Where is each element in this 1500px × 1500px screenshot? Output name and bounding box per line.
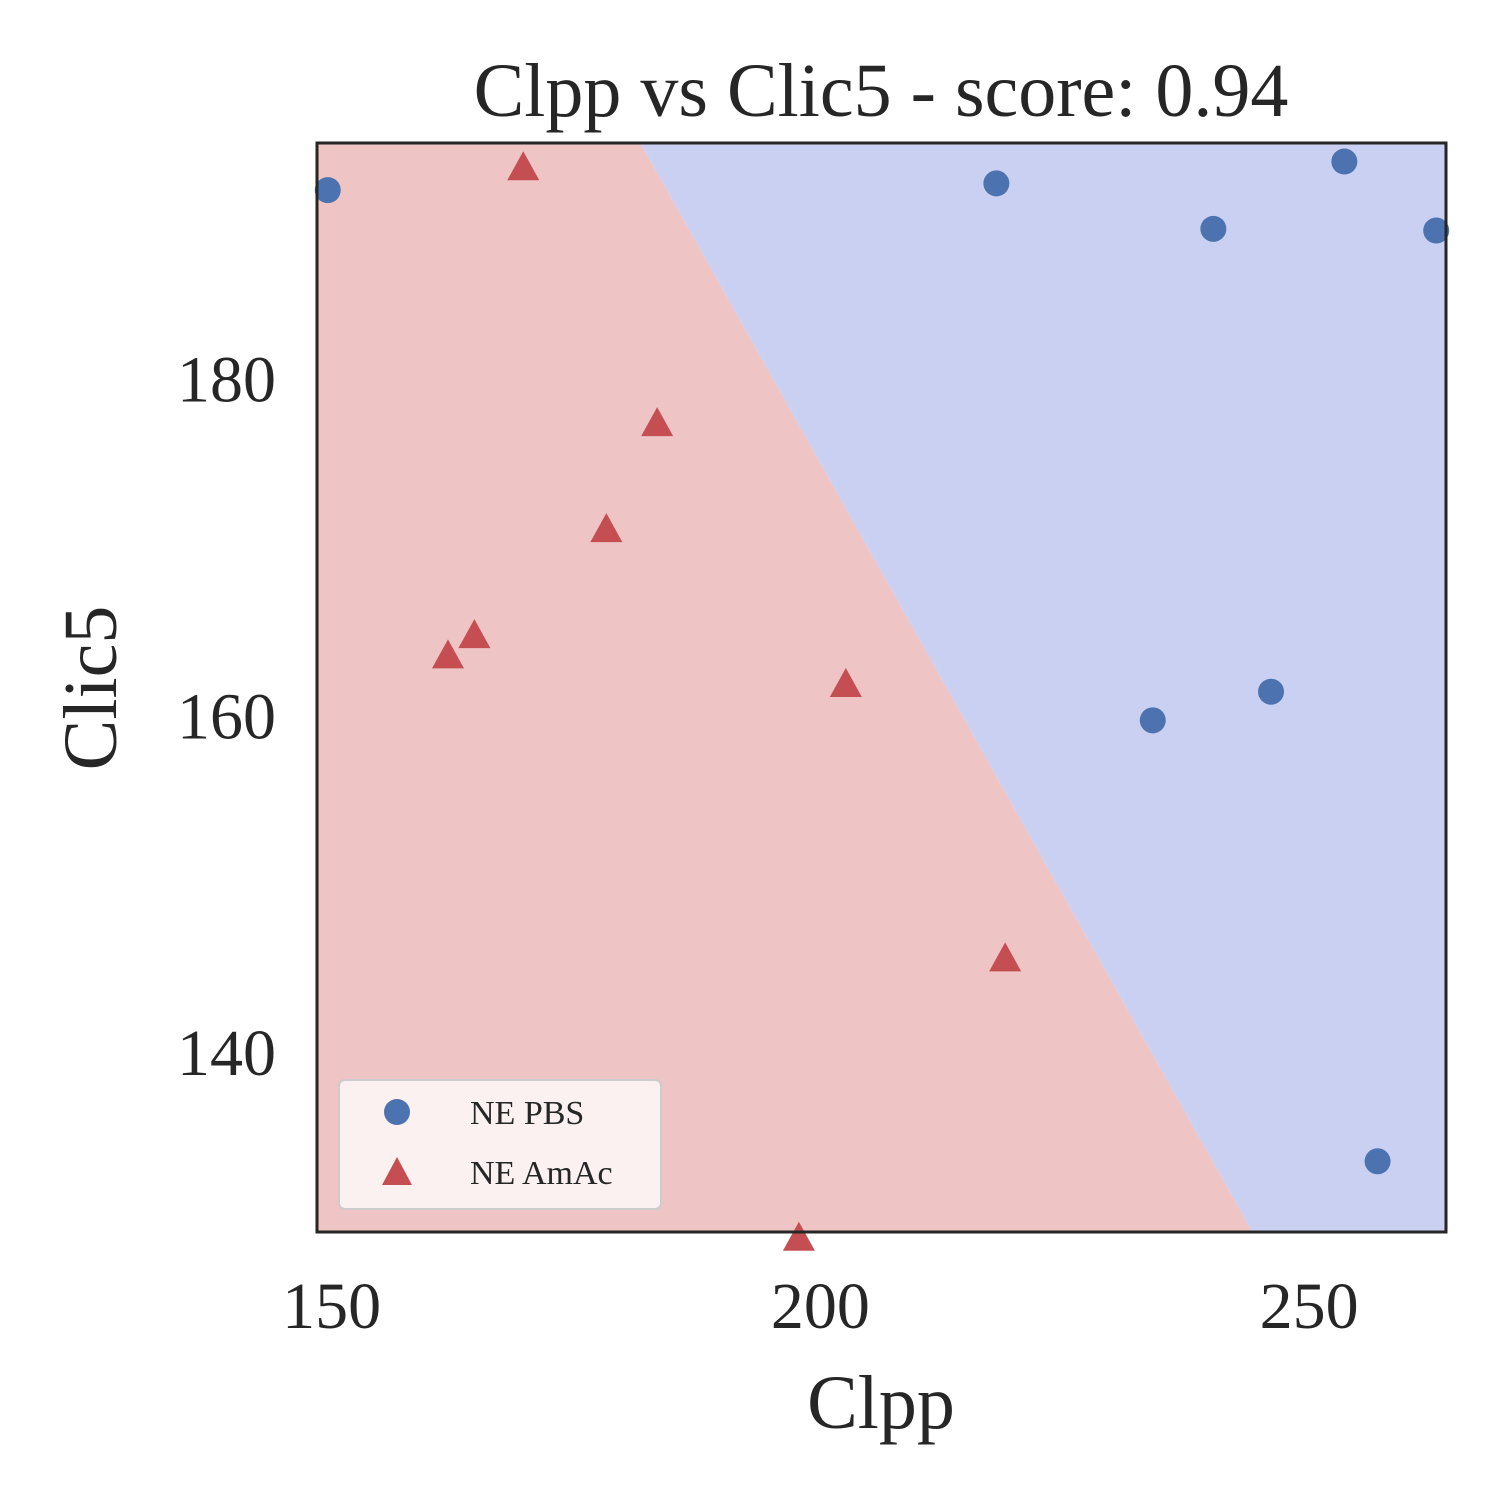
chart-title: Clpp vs Clic5 - score: 0.94 <box>474 49 1289 133</box>
point-ne-pbs <box>1139 707 1166 734</box>
y-tick-label: 180 <box>177 344 276 417</box>
legend-label-ne-amac: NE AmAc <box>470 1155 613 1192</box>
y-tick-labels: 140 160 180 <box>177 344 276 1090</box>
y-tick-label: 160 <box>177 680 276 753</box>
point-ne-pbs <box>1364 1148 1391 1175</box>
x-axis-label: Clpp <box>807 1361 955 1445</box>
plot-area <box>314 141 1450 1251</box>
decision-regions <box>317 143 1446 1232</box>
x-tick-labels: 150 200 250 <box>282 1270 1358 1343</box>
data-points <box>314 148 1450 1251</box>
x-tick-label: 200 <box>771 1270 870 1343</box>
region-left <box>317 143 1253 1232</box>
point-ne-amac <box>507 151 540 181</box>
point-ne-amac <box>782 1221 815 1251</box>
point-ne-amac <box>458 619 491 649</box>
y-tick-label: 140 <box>177 1017 276 1090</box>
x-tick-label: 150 <box>282 1270 381 1343</box>
legend: NE PBS NE AmAc <box>338 1079 662 1210</box>
x-tick-label: 250 <box>1260 1270 1359 1343</box>
point-ne-amac <box>829 667 862 697</box>
point-ne-pbs <box>1331 148 1358 175</box>
y-axis-label: Clic5 <box>49 606 133 771</box>
region-right <box>640 143 1446 1232</box>
point-ne-pbs <box>1423 217 1450 244</box>
point-ne-amac <box>590 513 623 543</box>
point-ne-amac <box>431 639 464 669</box>
legend-marker-ne-amac <box>382 1157 412 1185</box>
legend-box <box>338 1079 662 1210</box>
point-ne-pbs <box>1258 678 1285 705</box>
point-ne-amac <box>989 942 1022 972</box>
point-ne-amac <box>641 407 674 437</box>
legend-marker-ne-pbs <box>384 1099 410 1125</box>
plot-frame <box>315 141 1448 1234</box>
point-ne-pbs <box>314 177 341 204</box>
point-ne-pbs <box>983 170 1010 197</box>
point-ne-pbs <box>1200 215 1227 242</box>
legend-label-ne-pbs: NE PBS <box>470 1095 584 1132</box>
